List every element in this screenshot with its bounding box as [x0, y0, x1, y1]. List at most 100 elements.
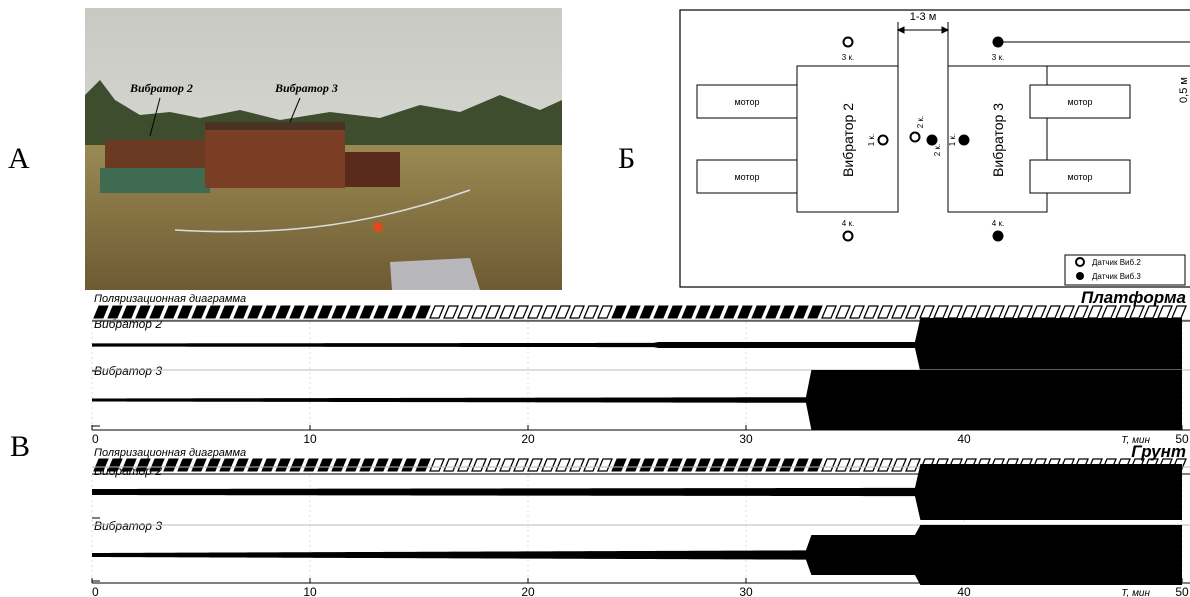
page: А Б В Вибратор 2 Вибратор 3 1-3 м 0,5 м …: [0, 0, 1190, 597]
polarization-glyph: [388, 306, 402, 318]
trace-label: Вибратор 3: [94, 364, 162, 378]
polarization-glyph: [192, 459, 206, 471]
polarization-glyph: [164, 306, 178, 318]
distance: 1-3 м: [910, 11, 937, 23]
polarization-glyph: [402, 306, 416, 318]
polarization-glyph: [1074, 306, 1088, 318]
polarization-glyph: [612, 459, 626, 471]
polarization-glyph: [850, 306, 864, 318]
trace-label: Вибратор 2: [94, 464, 162, 478]
polarization-glyph: [486, 306, 500, 318]
polarization-glyph: [612, 306, 626, 318]
polarization-glyph: [654, 306, 668, 318]
polarization-glyph: [696, 306, 710, 318]
sensor-label: 4 к.: [842, 219, 854, 228]
vibrator: Вибратор 2: [840, 103, 856, 177]
trace-label: Вибратор 3: [94, 519, 162, 533]
polarization-glyph: [570, 306, 584, 318]
motor: мотор: [1067, 172, 1092, 182]
x-tick-label: 30: [739, 432, 753, 446]
x-tick-label: 40: [957, 432, 971, 446]
polarization-glyph: [248, 459, 262, 471]
polarization-glyph: [402, 459, 416, 471]
sensor-label: 1 к.: [948, 134, 957, 146]
polarization-glyph: [836, 306, 850, 318]
label-c: В: [10, 430, 30, 463]
polarization-glyph: [892, 459, 906, 471]
polarization-glyph: [290, 306, 304, 318]
polarization-glyph: [934, 306, 948, 318]
polarization-glyph: [1172, 306, 1186, 318]
trace-label: Вибратор 2: [94, 317, 162, 331]
sensor: [928, 136, 937, 145]
polarization-glyph: [262, 459, 276, 471]
polarization-glyph: [276, 459, 290, 471]
sensor-label: 2 к.: [916, 116, 925, 128]
polarization-glyph: [178, 306, 192, 318]
motor: мотор: [734, 97, 759, 107]
label-a: А: [8, 142, 30, 175]
polarization-glyph: [976, 306, 990, 318]
polarization-glyph: [962, 306, 976, 318]
polarization-glyph: [206, 459, 220, 471]
polarization-glyph: [654, 459, 668, 471]
polarization-glyph: [1032, 306, 1046, 318]
polarization-glyph: [1102, 306, 1116, 318]
polarization-glyph: [920, 306, 934, 318]
polarization-glyph: [794, 459, 808, 471]
polarization-glyph: [514, 459, 528, 471]
motor: мотор: [1067, 97, 1092, 107]
figure: А Б В Вибратор 2 Вибратор 3 1-3 м 0,5 м …: [0, 0, 1190, 597]
polarization-glyph: [416, 459, 430, 471]
vibrator: Вибратор 3: [990, 103, 1006, 177]
sensor-label: 2 к.: [933, 144, 942, 156]
x-tick-label: 50: [1175, 585, 1189, 597]
polarization-glyph: [808, 459, 822, 471]
polarization-glyph: [304, 306, 318, 318]
polarization-glyph: [682, 306, 696, 318]
polarization-glyph: [1060, 306, 1074, 318]
polarization-label: Поляризационная диаграмма: [94, 293, 246, 305]
polarization-glyph: [1088, 306, 1102, 318]
polarization-glyph: [724, 306, 738, 318]
polarization-glyph: [374, 306, 388, 318]
x-tick-label: 0: [92, 432, 99, 446]
legend-icon: [1076, 272, 1084, 280]
motor: мотор: [734, 172, 759, 182]
photo-label: Вибратор 3: [274, 81, 338, 95]
polarization-glyph: [1018, 306, 1032, 318]
x-tick-label: 10: [303, 585, 317, 597]
polarization-glyph: [878, 306, 892, 318]
polarization-glyph: [668, 306, 682, 318]
sensor-label: 4 к.: [992, 219, 1004, 228]
polarization-glyph: [528, 306, 542, 318]
polarization-glyph: [472, 459, 486, 471]
polarization-glyph: [220, 306, 234, 318]
polarization-glyph: [822, 459, 836, 471]
polarization-glyph: [556, 306, 570, 318]
polarization-glyph: [234, 306, 248, 318]
polarization-glyph: [1046, 306, 1060, 318]
trace: [92, 464, 1182, 520]
sensor: [994, 232, 1003, 241]
x-tick-label: 20: [521, 432, 535, 446]
polarization-glyph: [1116, 306, 1130, 318]
x-axis-label: Т, мин: [1121, 588, 1150, 597]
polarization-glyph: [276, 306, 290, 318]
polarization-glyph: [696, 459, 710, 471]
polarization-glyph: [1004, 306, 1018, 318]
polarization-glyph: [514, 306, 528, 318]
x-tick-label: 10: [303, 432, 317, 446]
polarization-glyph: [360, 459, 374, 471]
polarization-glyph: [892, 306, 906, 318]
sensor: [844, 232, 853, 241]
panel-title: Платформа: [1081, 288, 1186, 307]
polarization-glyph: [458, 306, 472, 318]
polarization-glyph: [780, 306, 794, 318]
polarization-glyph: [192, 306, 206, 318]
polarization-glyph: [878, 459, 892, 471]
polarization-glyph: [262, 306, 276, 318]
polarization-glyph: [164, 459, 178, 471]
polarization-glyph: [458, 459, 472, 471]
sensor: [994, 38, 1003, 47]
